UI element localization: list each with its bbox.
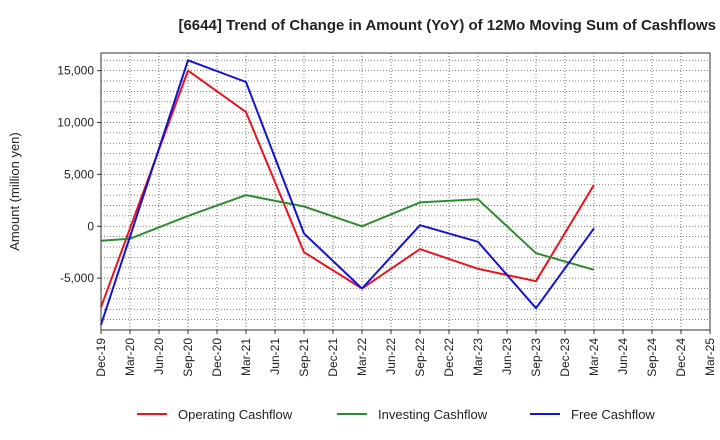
x-tick-label: Jun-24 xyxy=(616,338,630,375)
x-tick-label: Jun-23 xyxy=(500,338,514,375)
grid xyxy=(100,53,711,331)
x-tick-label: Mar-25 xyxy=(703,338,717,376)
plot-frame xyxy=(100,52,711,331)
legend-label: Operating Cashflow xyxy=(178,407,293,422)
x-tick-label: Sep-23 xyxy=(529,338,543,377)
y-tick-label: 15,000 xyxy=(57,64,94,78)
x-tick-label: Dec-22 xyxy=(442,338,456,377)
x-tick-label: Mar-20 xyxy=(123,338,137,376)
x-tick-label: Sep-24 xyxy=(645,338,659,377)
y-tick-label: 5,000 xyxy=(64,167,94,181)
series-line-operating-cashflow xyxy=(100,69,595,308)
legend-label: Investing Cashflow xyxy=(378,407,488,422)
y-tick-label: 0 xyxy=(87,219,94,233)
x-tick-label: Dec-24 xyxy=(674,338,688,377)
x-tick-label: Mar-21 xyxy=(239,338,253,376)
legend: Operating Cashflow Investing Cashflow Free… xyxy=(137,407,655,422)
x-tick-label: Dec-20 xyxy=(210,338,224,377)
x-tick-label: Mar-23 xyxy=(471,338,485,376)
series-layer xyxy=(100,59,595,326)
y-tick-label: 10,000 xyxy=(57,116,94,130)
x-tick-label: Sep-20 xyxy=(181,338,195,377)
x-tick-label: Sep-21 xyxy=(297,338,311,377)
y-tick-label: -5,000 xyxy=(60,271,94,285)
y-axis: -5,000 0 5,000 10,000 15,000 xyxy=(57,64,101,285)
chart-title: [6644] Trend of Change in Amount (YoY) o… xyxy=(178,17,716,34)
x-tick-label: Dec-21 xyxy=(326,338,340,377)
series-line-investing-cashflow xyxy=(100,194,595,271)
y-axis-label: Amount (million yen) xyxy=(7,132,22,251)
x-tick-label: Jun-22 xyxy=(384,338,398,375)
x-tick-label: Sep-22 xyxy=(413,338,427,377)
x-tick-label: Jun-20 xyxy=(152,338,166,375)
x-tick-label: Dec-23 xyxy=(558,338,572,377)
legend-label: Free Cashflow xyxy=(571,407,655,422)
x-tick-label: Mar-22 xyxy=(355,338,369,376)
x-axis: Dec-19 Mar-20 Jun-20 Sep-20 Dec-20 Mar-21 Jun-… xyxy=(94,330,717,377)
x-tick-label: Jun-21 xyxy=(268,338,282,375)
series-line-free-cashflow xyxy=(100,59,595,326)
x-tick-label: Dec-19 xyxy=(94,338,108,377)
x-tick-label: Mar-24 xyxy=(587,338,601,376)
